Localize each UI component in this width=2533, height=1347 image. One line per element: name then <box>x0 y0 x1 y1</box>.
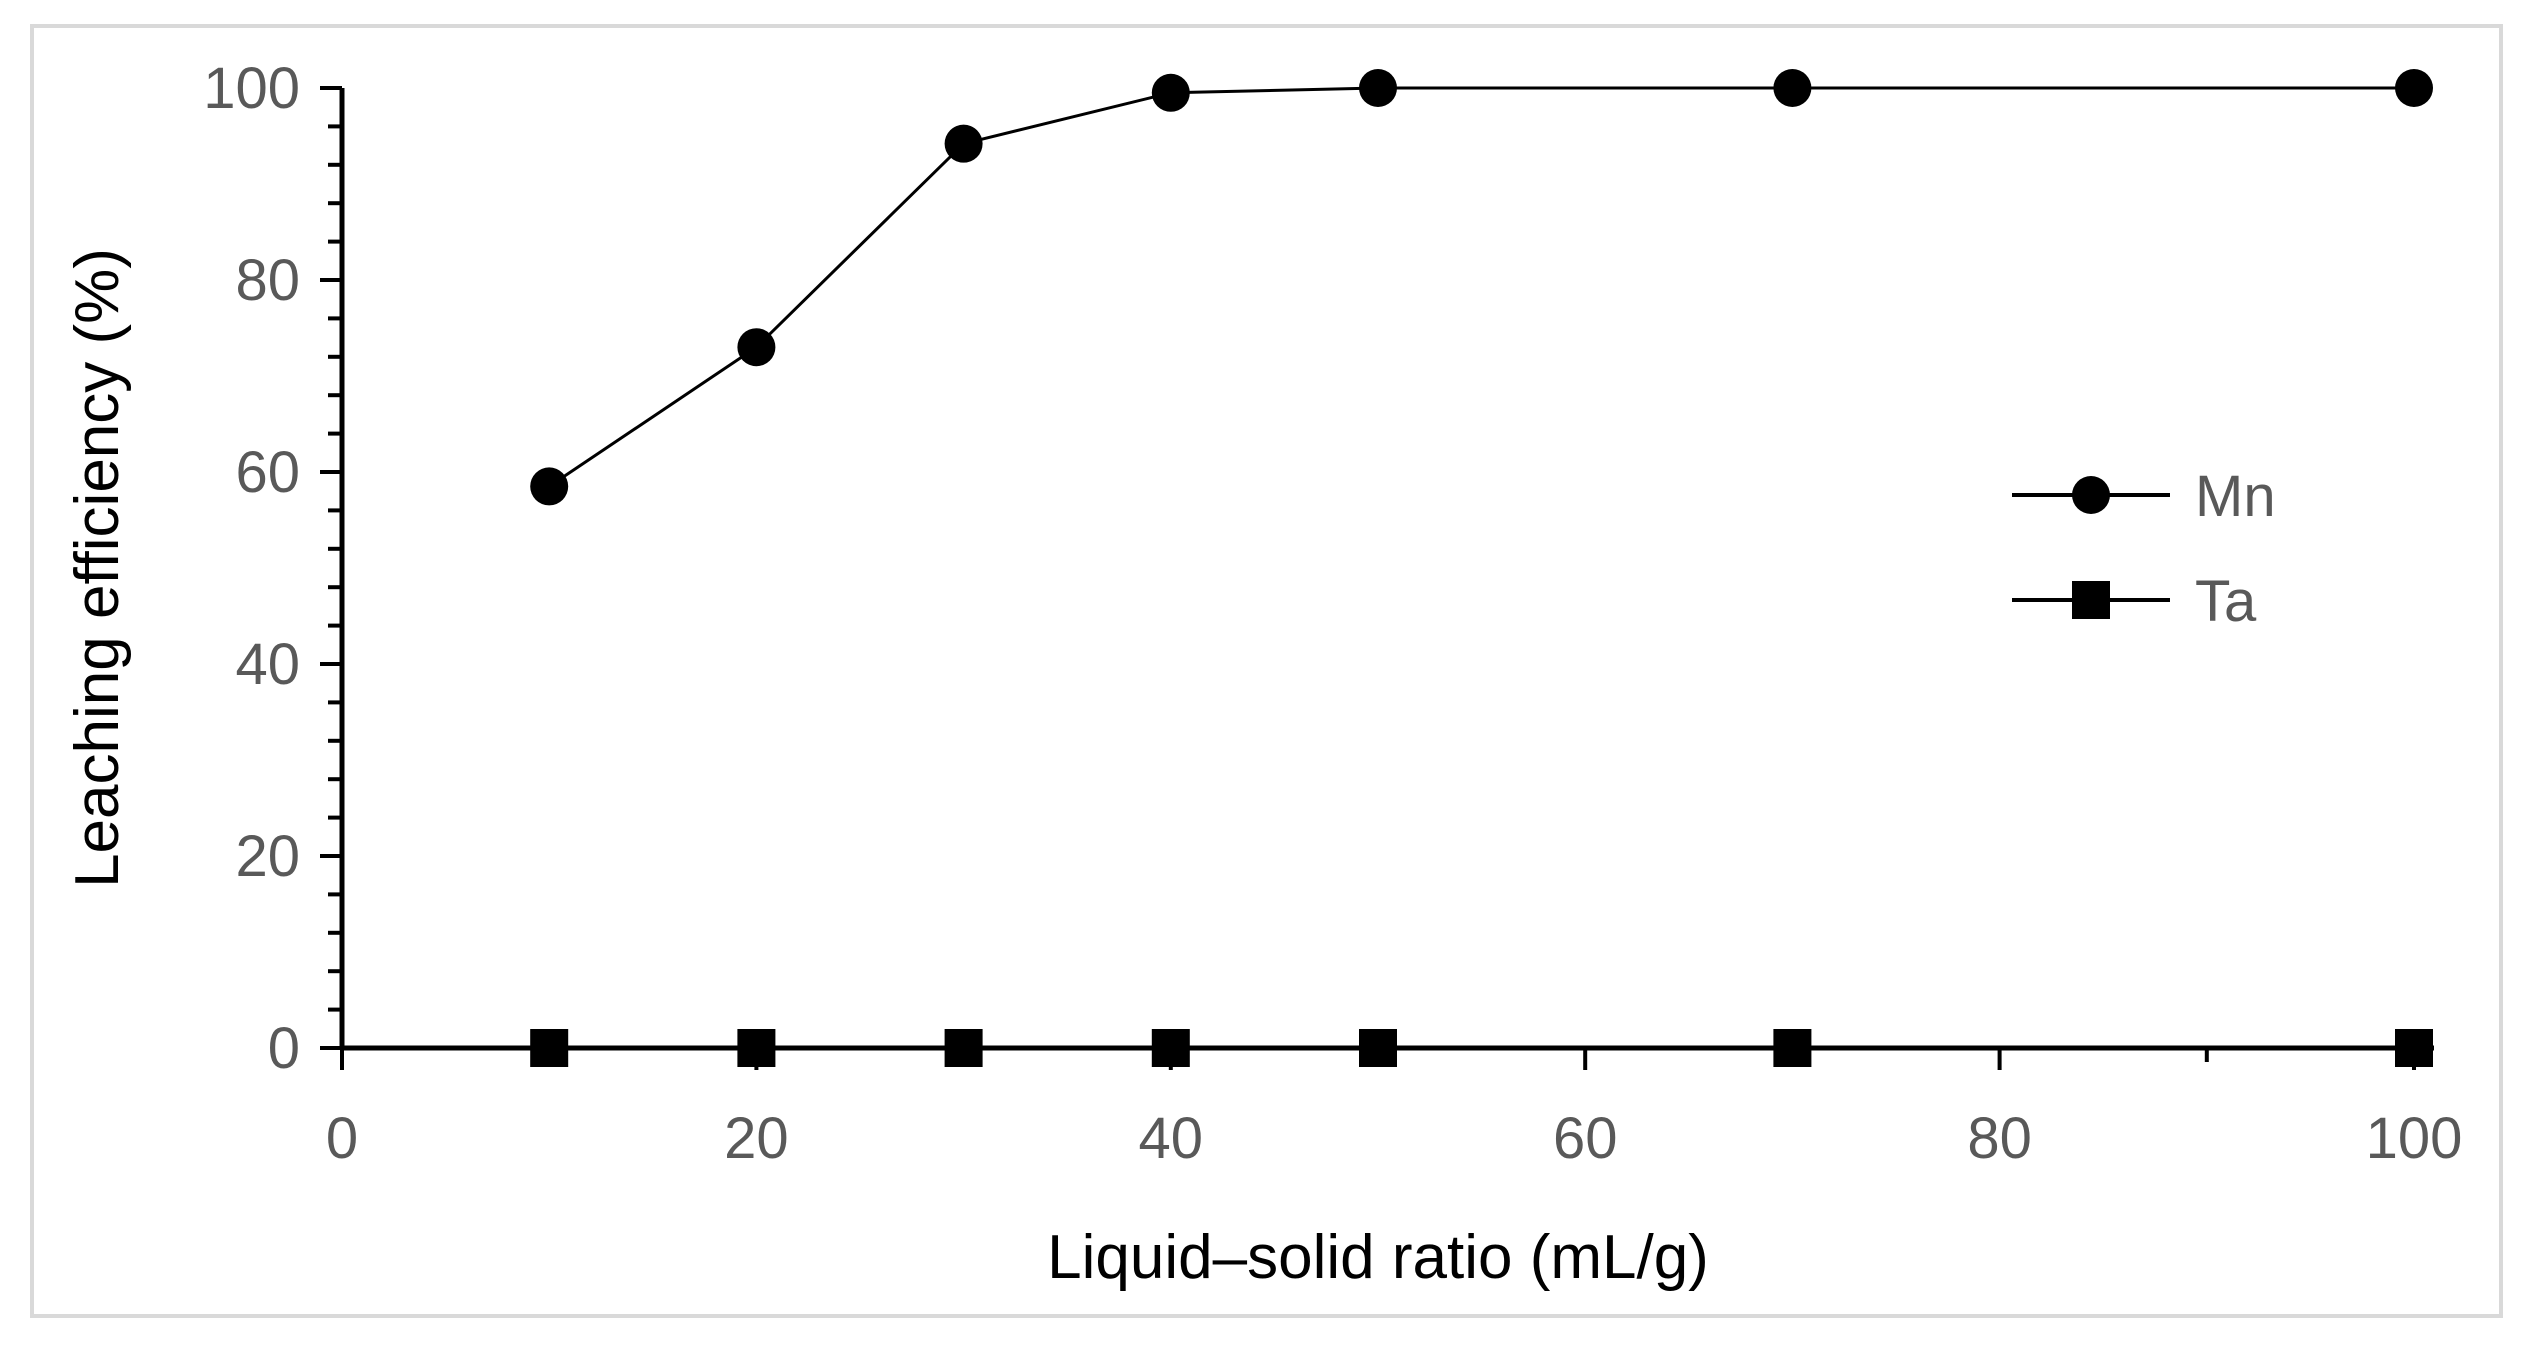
chart-border <box>30 24 2503 1318</box>
x-axis-ticks: 0 20 40 60 80 100 <box>326 1048 2463 1171</box>
x-tick-label: 40 <box>1139 1106 1204 1171</box>
x-tick-label: 0 <box>326 1106 358 1171</box>
y-tick-label: 100 <box>203 56 300 121</box>
legend: Mn Ta <box>2012 464 2276 634</box>
y-tick-label: 60 <box>235 440 300 505</box>
data-point-mn <box>530 467 569 506</box>
legend-marker-ta <box>2072 581 2110 619</box>
y-axis-title: Leaching efficiency (%) <box>63 248 132 888</box>
y-tick-label: 20 <box>235 824 300 889</box>
x-axis-title: Liquid–solid ratio (mL/g) <box>1047 1223 1709 1292</box>
legend-marker-mn <box>2072 476 2110 514</box>
data-point-mn <box>1773 69 1812 107</box>
data-point-mn <box>2395 69 2433 107</box>
y-tick-label: 0 <box>268 1016 300 1081</box>
data-point-mn <box>944 124 983 163</box>
data-point-ta <box>737 1029 776 1067</box>
x-tick-label: 80 <box>1967 1106 2032 1171</box>
data-point-mn <box>737 328 776 367</box>
legend-item-mn: Mn <box>2012 464 2276 529</box>
x-tick-label: 100 <box>2366 1106 2463 1171</box>
data-point-mn <box>1151 73 1190 112</box>
series-mn <box>530 69 2433 506</box>
data-point-mn <box>1359 69 1397 107</box>
legend-item-ta: Ta <box>2012 569 2257 634</box>
data-point-ta <box>2395 1029 2433 1067</box>
data-point-ta <box>1151 1029 1190 1067</box>
x-tick-label: 60 <box>1553 1106 1618 1171</box>
y-axis-ticks: 0 20 40 60 80 100 <box>203 56 342 1081</box>
legend-label-ta: Ta <box>2195 569 2257 634</box>
x-tick-label: 20 <box>724 1106 789 1171</box>
data-point-ta <box>530 1029 569 1067</box>
data-point-ta <box>1773 1029 1812 1067</box>
plot-series <box>530 69 2433 1067</box>
series-ta <box>530 1029 2433 1067</box>
y-tick-label: 80 <box>235 248 300 313</box>
data-point-ta <box>944 1029 983 1067</box>
legend-label-mn: Mn <box>2195 464 2276 529</box>
y-tick-label: 40 <box>235 632 300 697</box>
data-point-ta <box>1359 1029 1397 1067</box>
